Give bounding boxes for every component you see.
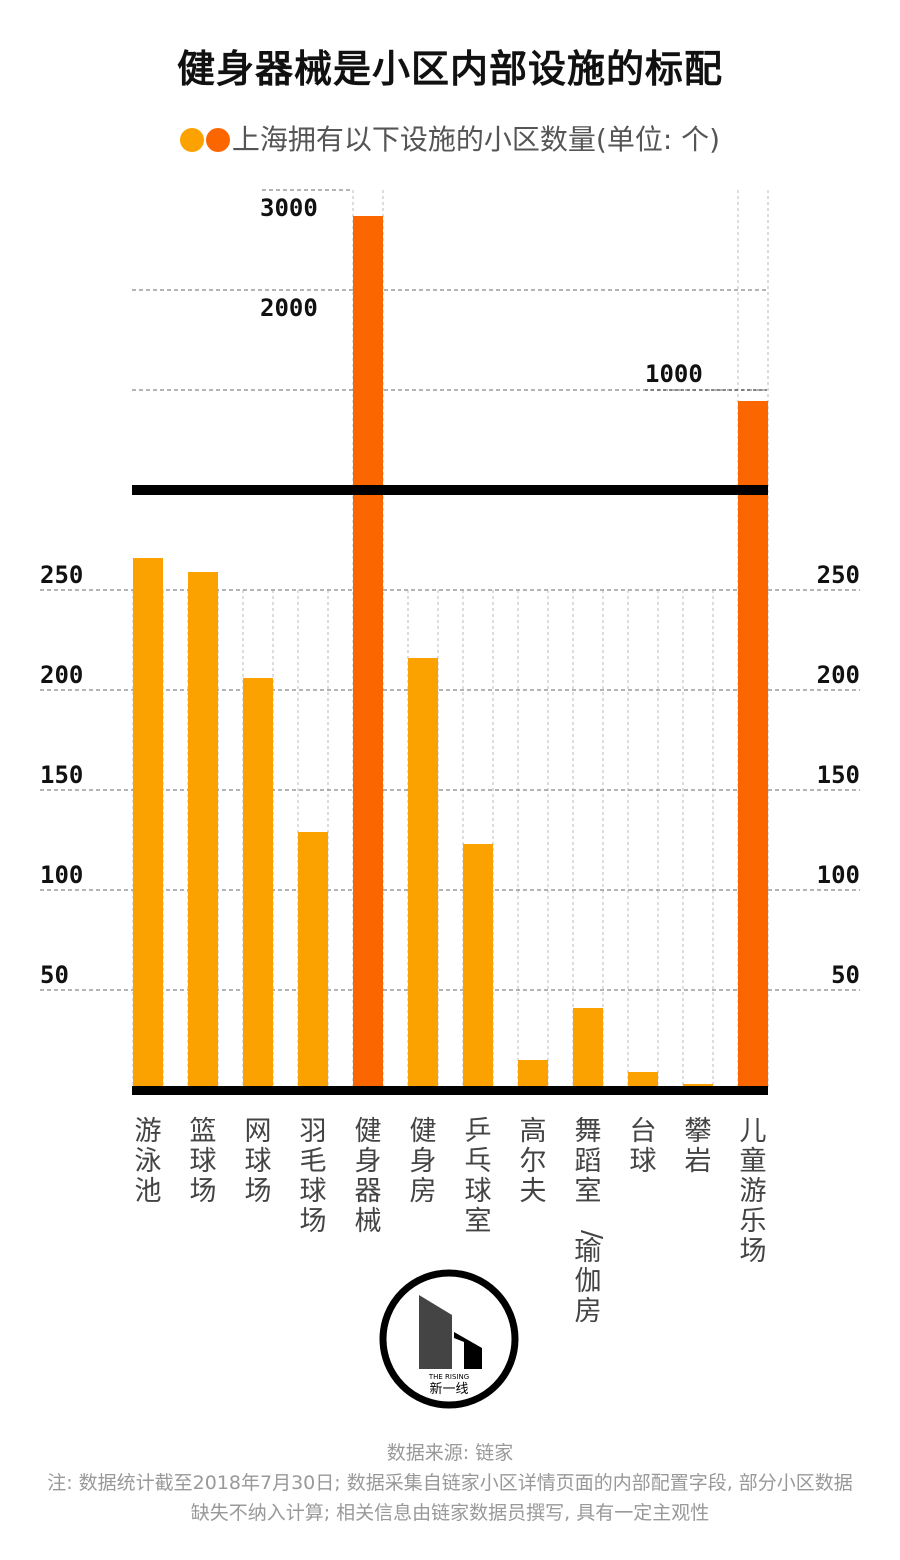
category-label-7: 乒乓球室 [465, 1116, 492, 1237]
source-note: 数据来源: 链家 [386, 1442, 514, 1464]
tick-right-100: 100 [817, 861, 860, 889]
tick-right-150: 150 [817, 761, 860, 789]
tick-right-50: 50 [831, 961, 860, 989]
tick-upper-1000: 1000 [645, 360, 703, 388]
logo: THE RISING 新一线 [379, 1269, 519, 1409]
category-label-4: 羽毛球场 [300, 1116, 327, 1237]
tick-left-100: 100 [40, 861, 83, 889]
tick-upper-3000: 3000 [260, 194, 318, 222]
chart-title: 健身器械是小区内部设施的标配 [176, 47, 723, 91]
legend: 上海拥有以下设施的小区数量(单位: 个) [0, 118, 900, 158]
category-label-3: 网球场 [245, 1116, 272, 1207]
category-label-8: 高尔夫 [520, 1116, 547, 1207]
bar-4 [298, 832, 328, 1090]
tick-right-250: 250 [817, 561, 860, 589]
legend-dot-orange [179, 128, 204, 152]
tick-left-200: 200 [40, 661, 83, 689]
bar-9 [573, 1008, 603, 1090]
tick-right-200: 200 [817, 661, 860, 689]
category-label-10: 台球 [630, 1116, 657, 1177]
bar-10 [628, 1072, 658, 1090]
category-label-5: 健身器械 [355, 1116, 382, 1237]
axis-break-line [132, 485, 768, 495]
tick-left-150: 150 [40, 761, 83, 789]
bar-6 [408, 658, 438, 1090]
category-label-12: 儿童游乐场 [740, 1116, 767, 1267]
bar-3 [243, 678, 273, 1090]
bar-1 [133, 558, 163, 1090]
legend-label: 上海拥有以下设施的小区数量(单位: 个) [231, 123, 721, 156]
bar-12 [738, 401, 768, 1090]
legend-dot-red [205, 128, 230, 152]
tick-left-50: 50 [40, 961, 69, 989]
tick-upper-2000: 2000 [260, 294, 318, 322]
category-label-2: 篮球场 [190, 1116, 217, 1207]
bar-7 [463, 844, 493, 1090]
bar-2 [188, 572, 218, 1090]
tick-left-250: 250 [40, 561, 83, 589]
footnote: 注: 数据统计截至2018年7月30日; 数据采集自链家小区详情页面的内部配置字… [47, 1472, 853, 1524]
category-label-1: 游泳池 [135, 1116, 162, 1207]
bar-5 [353, 216, 383, 1090]
logo-brand-cn: 新一线 [429, 1381, 468, 1397]
category-label-11: 攀岩 [685, 1116, 712, 1177]
bar-8 [518, 1060, 548, 1090]
category-label-9: 舞蹈室/瑜伽房 [575, 1116, 608, 1327]
logo-brand-en: THE RISING [428, 1373, 469, 1381]
x-axis-baseline [132, 1086, 768, 1095]
category-label-6: 健身房 [410, 1116, 437, 1207]
